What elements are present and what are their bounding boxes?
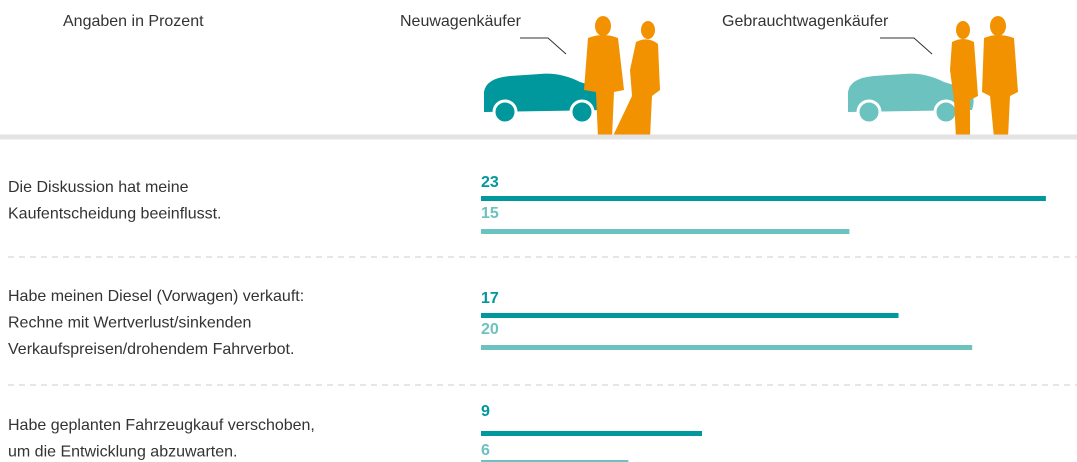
category-label: Kaufentscheidung beeinflusst.: [8, 206, 221, 223]
value-label: 20: [481, 321, 499, 338]
leader-line: [880, 38, 932, 54]
value-label: 15: [481, 205, 499, 222]
subtitle: Angaben in Prozent: [63, 13, 204, 30]
value-label: 9: [481, 403, 490, 420]
bar: [481, 229, 849, 234]
category-label: Habe meinen Diesel (Vorwagen) verkauft:: [8, 288, 304, 305]
people-icon: [584, 16, 660, 138]
bar: [481, 196, 1046, 201]
chart: Angaben in Prozent Neuwagenkäufer Gebrau…: [0, 0, 1077, 462]
category-label: um die Entwicklung abzuwarten.: [8, 444, 237, 461]
legend-label: Gebrauchtwagenkäufer: [722, 13, 889, 30]
leader-line: [520, 38, 566, 54]
people-icon: [950, 16, 1018, 138]
legend-label: Neuwagenkäufer: [400, 13, 522, 30]
bar: [481, 431, 702, 436]
category-label: Rechne mit Wertverlust/sinkenden: [8, 315, 251, 332]
value-label: 6: [481, 442, 490, 459]
bar: [481, 345, 972, 350]
category-label: Habe geplanten Fahrzeugkauf verschoben,: [8, 417, 315, 434]
category-label: Die Diskussion hat meine: [8, 179, 189, 196]
value-label: 23: [481, 174, 499, 191]
category-label: Verkaufspreisen/drohendem Fahrverbot.: [8, 341, 294, 358]
bar: [481, 313, 899, 318]
value-label: 17: [481, 290, 499, 307]
